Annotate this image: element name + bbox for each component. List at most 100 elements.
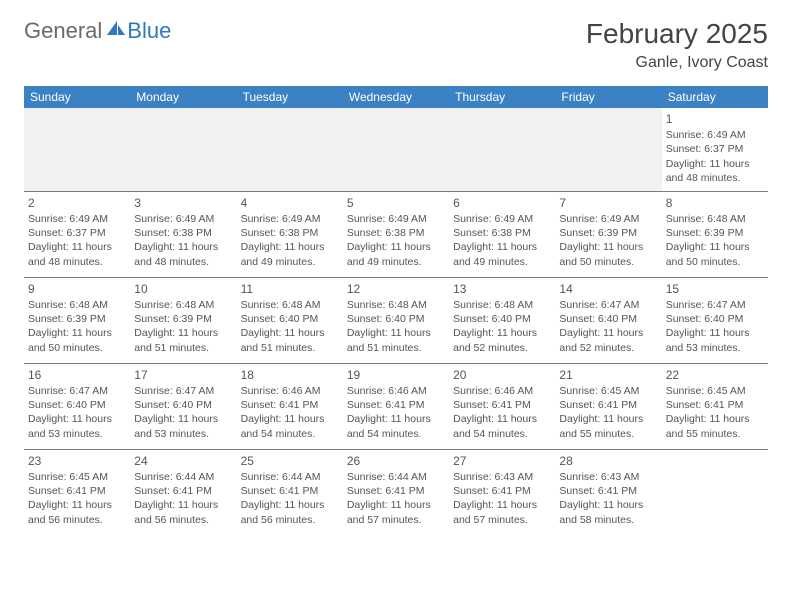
calendar-day-cell <box>343 108 449 191</box>
day-info: Sunrise: 6:48 AMSunset: 6:40 PMDaylight:… <box>347 298 445 355</box>
day-info: Sunrise: 6:48 AMSunset: 6:40 PMDaylight:… <box>453 298 551 355</box>
day-number: 15 <box>666 281 764 297</box>
day-number: 9 <box>28 281 126 297</box>
day-number: 25 <box>241 453 339 469</box>
header: General Blue February 2025 Ganle, Ivory … <box>24 18 768 72</box>
day-info: Sunrise: 6:44 AMSunset: 6:41 PMDaylight:… <box>241 470 339 527</box>
day-info: Sunrise: 6:45 AMSunset: 6:41 PMDaylight:… <box>559 384 657 441</box>
day-number: 16 <box>28 367 126 383</box>
day-info: Sunrise: 6:48 AMSunset: 6:39 PMDaylight:… <box>666 212 764 269</box>
weekday-header-row: Sunday Monday Tuesday Wednesday Thursday… <box>24 86 768 108</box>
calendar-day-cell: 21Sunrise: 6:45 AMSunset: 6:41 PMDayligh… <box>555 363 661 449</box>
day-number: 13 <box>453 281 551 297</box>
weekday-header: Saturday <box>662 86 768 108</box>
weekday-header: Wednesday <box>343 86 449 108</box>
calendar-day-cell: 16Sunrise: 6:47 AMSunset: 6:40 PMDayligh… <box>24 363 130 449</box>
day-info: Sunrise: 6:49 AMSunset: 6:39 PMDaylight:… <box>559 212 657 269</box>
calendar-day-cell: 6Sunrise: 6:49 AMSunset: 6:38 PMDaylight… <box>449 191 555 277</box>
day-number: 21 <box>559 367 657 383</box>
day-number: 19 <box>347 367 445 383</box>
calendar-day-cell: 24Sunrise: 6:44 AMSunset: 6:41 PMDayligh… <box>130 449 236 535</box>
day-info: Sunrise: 6:47 AMSunset: 6:40 PMDaylight:… <box>559 298 657 355</box>
calendar-day-cell: 27Sunrise: 6:43 AMSunset: 6:41 PMDayligh… <box>449 449 555 535</box>
calendar-week-row: 1Sunrise: 6:49 AMSunset: 6:37 PMDaylight… <box>24 108 768 191</box>
day-info: Sunrise: 6:49 AMSunset: 6:38 PMDaylight:… <box>134 212 232 269</box>
calendar-day-cell: 25Sunrise: 6:44 AMSunset: 6:41 PMDayligh… <box>237 449 343 535</box>
day-info: Sunrise: 6:49 AMSunset: 6:38 PMDaylight:… <box>347 212 445 269</box>
day-number: 12 <box>347 281 445 297</box>
day-number: 26 <box>347 453 445 469</box>
calendar-week-row: 16 Sunrise: 6:47 AMSunset: 6:40 PMDayligh… <box>24 363 768 449</box>
day-info: Sunrise: 6:48 AMSunset: 6:39 PMDaylight:… <box>28 298 126 355</box>
day-info: Sunrise: 6:45 AMSunset: 6:41 PMDaylight:… <box>666 384 764 441</box>
calendar-day-cell: 23Sunrise: 6:45 AMSunset: 6:41 PMDayligh… <box>24 449 130 535</box>
day-info: Sunrise: 6:48 AMSunset: 6:40 PMDaylight:… <box>241 298 339 355</box>
calendar-day-cell: 9Sunrise: 6:48 AMSunset: 6:39 PMDaylight… <box>24 277 130 363</box>
day-info: Sunrise: 6:46 AMSunset: 6:41 PMDaylight:… <box>347 384 445 441</box>
day-number: 14 <box>559 281 657 297</box>
day-number: 27 <box>453 453 551 469</box>
day-number: 6 <box>453 195 551 211</box>
calendar-day-cell: 7Sunrise: 6:49 AMSunset: 6:39 PMDaylight… <box>555 191 661 277</box>
page-title: February 2025 <box>586 18 768 50</box>
day-info: Sunrise: 6:43 AMSunset: 6:41 PMDaylight:… <box>453 470 551 527</box>
day-number: 20 <box>453 367 551 383</box>
calendar-day-cell <box>449 108 555 191</box>
calendar-day-cell <box>24 108 130 191</box>
day-info: Sunrise: 6:49 AMSunset: 6:38 PMDaylight:… <box>241 212 339 269</box>
day-number: 18 <box>241 367 339 383</box>
calendar-day-cell: 13Sunrise: 6:48 AMSunset: 6:40 PMDayligh… <box>449 277 555 363</box>
calendar-day-cell: 10Sunrise: 6:48 AMSunset: 6:39 PMDayligh… <box>130 277 236 363</box>
day-info: Sunrise: 6:46 AMSunset: 6:41 PMDaylight:… <box>241 384 339 441</box>
calendar-day-cell: 8Sunrise: 6:48 AMSunset: 6:39 PMDaylight… <box>662 191 768 277</box>
weekday-header: Monday <box>130 86 236 108</box>
location: Ganle, Ivory Coast <box>586 54 768 72</box>
day-number: 8 <box>666 195 764 211</box>
day-info: Sunrise: 6:45 AMSunset: 6:41 PMDaylight:… <box>28 470 126 527</box>
day-info: Sunrise: 6:47 AMSunset: 6:40 PMDaylight:… <box>666 298 764 355</box>
weekday-header: Sunday <box>24 86 130 108</box>
day-number: 5 <box>347 195 445 211</box>
calendar-day-cell: 4Sunrise: 6:49 AMSunset: 6:38 PMDaylight… <box>237 191 343 277</box>
calendar-day-cell <box>237 108 343 191</box>
day-number: 23 <box>28 453 126 469</box>
calendar-day-cell: 28Sunrise: 6:43 AMSunset: 6:41 PMDayligh… <box>555 449 661 535</box>
calendar-day-cell: 15Sunrise: 6:47 AMSunset: 6:40 PMDayligh… <box>662 277 768 363</box>
weekday-header: Tuesday <box>237 86 343 108</box>
day-info: Sunrise: 6:46 AMSunset: 6:41 PMDaylight:… <box>453 384 551 441</box>
calendar-day-cell: 1Sunrise: 6:49 AMSunset: 6:37 PMDaylight… <box>662 108 768 191</box>
day-info: Sunrise: 6:49 AMSunset: 6:38 PMDaylight:… <box>453 212 551 269</box>
sail-icon <box>105 17 127 43</box>
calendar-day-cell <box>130 108 236 191</box>
weekday-header: Friday <box>555 86 661 108</box>
day-info: Sunrise: 6:49 AMSunset: 6:37 PMDaylight:… <box>666 128 764 185</box>
day-number: 22 <box>666 367 764 383</box>
calendar-day-cell: 20Sunrise: 6:46 AMSunset: 6:41 PMDayligh… <box>449 363 555 449</box>
calendar-week-row: 9Sunrise: 6:48 AMSunset: 6:39 PMDaylight… <box>24 277 768 363</box>
day-number: 28 <box>559 453 657 469</box>
calendar-day-cell: 18Sunrise: 6:46 AMSunset: 6:41 PMDayligh… <box>237 363 343 449</box>
calendar-day-cell <box>662 449 768 535</box>
day-number: 24 <box>134 453 232 469</box>
calendar-day-cell: 3Sunrise: 6:49 AMSunset: 6:38 PMDaylight… <box>130 191 236 277</box>
day-number: 1 <box>666 111 764 127</box>
weekday-header: Thursday <box>449 86 555 108</box>
calendar-week-row: 23Sunrise: 6:45 AMSunset: 6:41 PMDayligh… <box>24 449 768 535</box>
day-number: 10 <box>134 281 232 297</box>
day-number: 4 <box>241 195 339 211</box>
calendar-day-cell: 11Sunrise: 6:48 AMSunset: 6:40 PMDayligh… <box>237 277 343 363</box>
day-number: 3 <box>134 195 232 211</box>
day-number: 17 <box>134 367 232 383</box>
calendar-day-cell: 19Sunrise: 6:46 AMSunset: 6:41 PMDayligh… <box>343 363 449 449</box>
logo-text-2: Blue <box>127 18 171 44</box>
day-info: Sunrise: 6:44 AMSunset: 6:41 PMDaylight:… <box>134 470 232 527</box>
calendar-day-cell: 22Sunrise: 6:45 AMSunset: 6:41 PMDayligh… <box>662 363 768 449</box>
calendar-day-cell: 14Sunrise: 6:47 AMSunset: 6:40 PMDayligh… <box>555 277 661 363</box>
calendar-day-cell: 26Sunrise: 6:44 AMSunset: 6:41 PMDayligh… <box>343 449 449 535</box>
calendar-day-cell: 2Sunrise: 6:49 AMSunset: 6:37 PMDaylight… <box>24 191 130 277</box>
calendar-day-cell: 12Sunrise: 6:48 AMSunset: 6:40 PMDayligh… <box>343 277 449 363</box>
day-number: 11 <box>241 281 339 297</box>
day-info: Sunrise: 6:44 AMSunset: 6:41 PMDaylight:… <box>347 470 445 527</box>
day-info: Sunrise: 6:47 AMSunset: 6:40 PMDaylight:… <box>134 384 232 441</box>
day-number: 7 <box>559 195 657 211</box>
